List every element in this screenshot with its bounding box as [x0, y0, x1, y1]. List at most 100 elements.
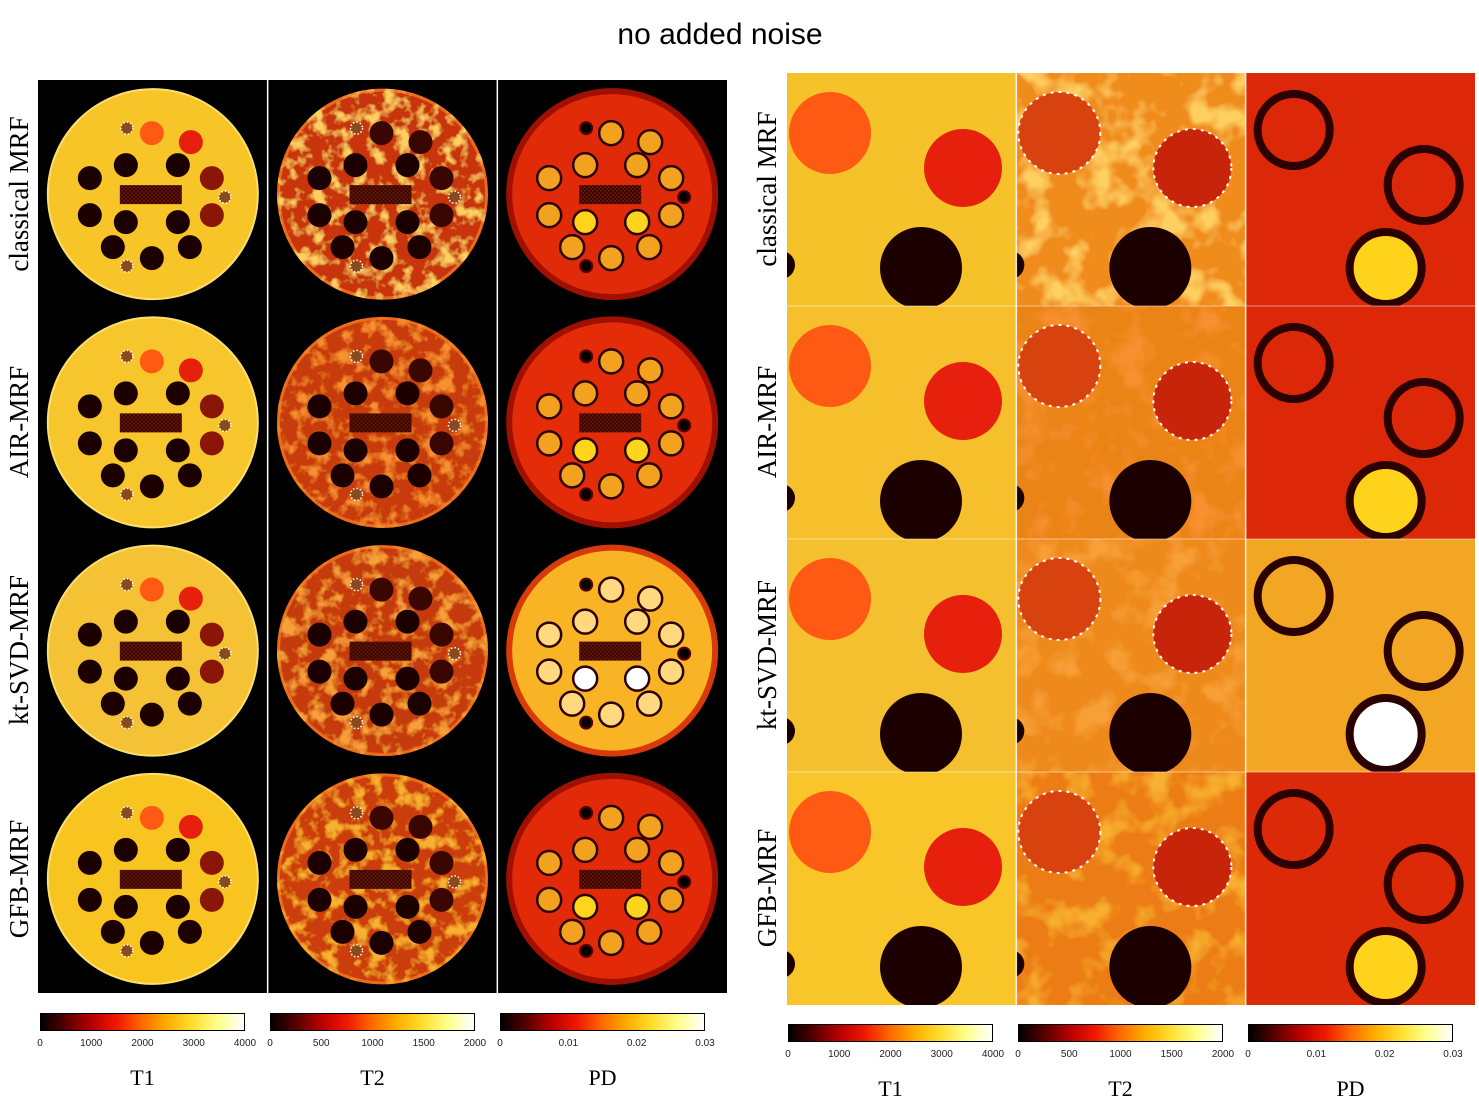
vial — [330, 235, 355, 260]
vial — [623, 665, 651, 692]
vial — [178, 358, 203, 383]
vial — [343, 438, 368, 463]
vial — [657, 164, 685, 192]
colorbar-tick-label: 0 — [1245, 1049, 1251, 1060]
vial — [369, 805, 394, 830]
crop-vial — [1109, 693, 1192, 772]
vial — [429, 431, 454, 456]
vial — [571, 665, 599, 692]
vial — [77, 166, 102, 191]
vial — [113, 381, 138, 406]
vial — [165, 837, 190, 862]
vial — [571, 608, 599, 635]
colorbar-t2 — [270, 1013, 475, 1031]
central-insert — [349, 869, 412, 889]
vial — [199, 394, 224, 419]
vial — [407, 235, 432, 260]
vial — [77, 394, 102, 419]
vial — [139, 930, 164, 955]
vial — [407, 919, 432, 944]
colorbar-tick-label: 0.01 — [558, 1038, 579, 1049]
vial — [139, 474, 164, 499]
crop-vial — [924, 129, 1002, 207]
crop-vial — [789, 558, 871, 640]
vial — [120, 349, 134, 364]
colorbar-tick-label: 2000 — [879, 1049, 902, 1060]
colorbar-tick-label: 500 — [312, 1038, 330, 1049]
vial — [571, 208, 599, 236]
crop-vial — [1253, 789, 1334, 869]
vial — [677, 418, 692, 433]
vial — [395, 210, 420, 235]
crop-t2-kt-svd-mrf — [1016, 539, 1246, 772]
colorbar-tick-label: 0.03 — [695, 1038, 715, 1049]
colorbar-pd — [1248, 1024, 1453, 1042]
vial — [447, 646, 462, 661]
vial — [579, 805, 594, 820]
phantom-pd-gfb-mrf — [506, 772, 719, 985]
vial — [407, 691, 432, 716]
crop-vial — [1017, 91, 1102, 175]
central-insert — [579, 185, 642, 205]
vial — [307, 394, 332, 419]
crop-vial — [1016, 951, 1025, 977]
vial — [657, 658, 685, 685]
vial — [571, 893, 599, 921]
phantom-t1-gfb-mrf — [46, 772, 259, 985]
vial — [429, 887, 454, 912]
crop-vial — [1253, 323, 1334, 403]
colorbar-tick-label: 0 — [267, 1038, 273, 1049]
vial — [165, 609, 190, 634]
vial — [100, 235, 125, 260]
crop-vial — [1152, 128, 1233, 208]
vial — [429, 622, 454, 647]
vial — [597, 348, 625, 375]
vial — [307, 887, 332, 912]
central-insert — [349, 413, 412, 433]
vial — [343, 381, 368, 406]
crop-vial — [789, 325, 871, 407]
colorbar-tick-label: 3000 — [930, 1049, 953, 1060]
row-label-kt-svd-mrf: kt-SVD-MRF — [4, 574, 34, 726]
crop-vial — [1383, 844, 1464, 924]
vial — [657, 849, 685, 877]
figure-title: no added noise — [617, 18, 823, 51]
crop-vial — [1017, 324, 1102, 408]
colorbar-t2 — [1018, 1024, 1223, 1042]
colorbar-tick-label: 4000 — [981, 1049, 1005, 1060]
vial — [558, 690, 586, 717]
crop-vial — [880, 460, 962, 539]
crop-vial — [787, 718, 795, 744]
row-label-kt-svd-mrf: kt-SVD-MRF — [752, 579, 782, 731]
vial — [307, 166, 332, 191]
vial — [369, 474, 394, 499]
vial — [307, 622, 332, 647]
vial — [178, 586, 203, 611]
vial — [657, 430, 685, 457]
colorbar-tick-label: 1000 — [828, 1049, 851, 1060]
crop-vial — [1109, 227, 1192, 306]
vial — [349, 806, 364, 820]
vial — [120, 259, 134, 273]
crop-vial — [1016, 718, 1025, 744]
colorbar-tick-label: 2000 — [131, 1038, 154, 1049]
central-insert — [579, 869, 642, 889]
colorbar-tick-label: 0.01 — [1306, 1049, 1327, 1060]
vial — [199, 622, 224, 647]
vial — [178, 130, 203, 155]
vial — [218, 875, 232, 889]
vial — [657, 621, 685, 648]
vial — [571, 151, 599, 179]
vial — [579, 259, 594, 274]
vial — [165, 438, 190, 463]
crop-vial — [1253, 556, 1334, 636]
vial — [571, 437, 599, 464]
crop-vial — [924, 828, 1002, 906]
crop-t2-gfb-mrf — [1016, 772, 1246, 1005]
crop-vial — [1152, 827, 1233, 907]
vial — [395, 153, 420, 178]
vial — [199, 166, 224, 191]
vial — [597, 701, 625, 728]
vial — [579, 577, 594, 592]
vial — [558, 233, 586, 261]
